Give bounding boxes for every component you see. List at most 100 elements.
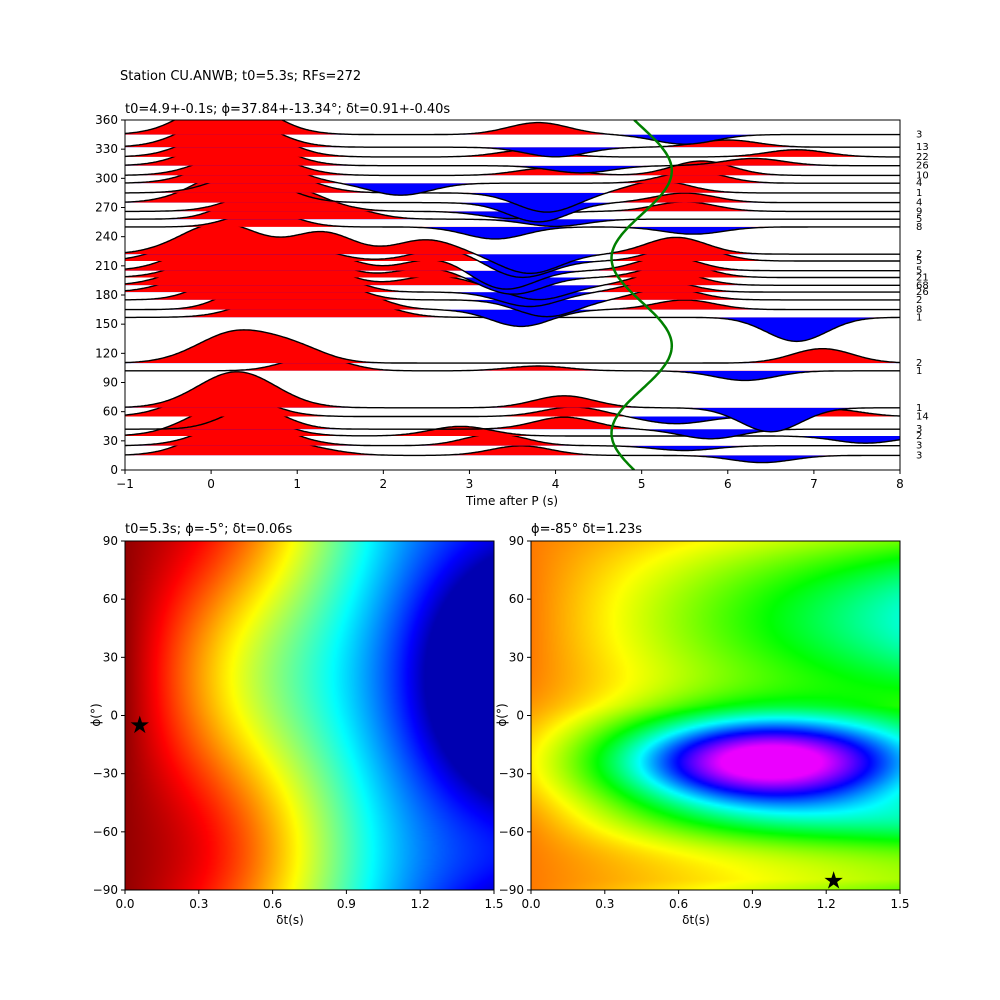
- energy-x-tick-label: 0.6: [263, 897, 282, 911]
- rf-trace-count-label: 13: [916, 142, 929, 153]
- energy-right-axes: 0.0 0.3 0.6 0.9 1.2 1.5 −90 −60 −30 0 30 60 90: [499, 534, 910, 911]
- energy-y-tick-label: 90: [509, 534, 524, 548]
- rf-trace-count-label: 9: [916, 206, 922, 217]
- rf-trace-count-label: 5: [916, 256, 922, 267]
- rf-trace-count-label: 3: [916, 130, 922, 141]
- rf-trace-count-label: 14: [916, 412, 929, 423]
- energy-y-tick-label: 30: [509, 650, 524, 664]
- energy-y-tick-label: 0: [110, 709, 118, 723]
- rf-trace-negative-fill: [125, 270, 900, 290]
- rf-y-tick-label: 150: [95, 317, 118, 331]
- rf-trace-positive-fill: [125, 149, 900, 176]
- energy-y-tick-label: 60: [103, 592, 118, 606]
- rf-y-tick-label: 120: [95, 346, 118, 360]
- energy-y-tick-label: −30: [499, 767, 524, 781]
- rf-trace-count-label: 2: [916, 358, 922, 369]
- energy-x-tick-label: 0.3: [189, 897, 208, 911]
- energy-y-tick-label: −90: [93, 883, 118, 897]
- rf-trace-count-label: 22: [916, 152, 929, 163]
- rf-trace-positive-fill: [125, 166, 900, 193]
- rf-trace-positive-fill: [125, 265, 764, 293]
- rf-trace-count-label: 4: [916, 178, 922, 189]
- rf-trace-positive-fill: [125, 329, 900, 364]
- rf-x-tick-label: 8: [896, 477, 904, 491]
- rf-trace-count-label: 3: [916, 450, 922, 461]
- rf-trace-positive-fill: [125, 239, 771, 271]
- rf-trace-count-label: 21: [916, 273, 929, 284]
- rf-trace-count-label: 26: [916, 161, 929, 172]
- energy-y-tick-label: 90: [103, 534, 118, 548]
- rf-trace-negative-fill: [125, 309, 900, 327]
- energy-heatmap-left: [125, 541, 494, 890]
- rf-trace-count-label: 1: [916, 366, 922, 377]
- energy-y-tick-label: −60: [499, 825, 524, 839]
- energy-left-x-label: δt(s): [276, 913, 304, 927]
- rf-trace-count-label: 8: [916, 305, 922, 316]
- energy-grid-left-panel: 0.0 0.3 0.6 0.9 1.2 1.5 −90 −60 −30 0 30 60 90 ★ t0=…: [89, 522, 504, 927]
- rf-y-tick-label: 210: [95, 259, 118, 273]
- rf-trace-count-label: 2: [916, 431, 922, 442]
- rf-x-tick-label: 4: [552, 477, 560, 491]
- rf-y-tick-label: 270: [95, 201, 118, 215]
- rf-trace-count-label: 1: [916, 188, 922, 199]
- rf-y-axis: 0 30 60 90 120 150 180 210 240 270 300 330 360: [95, 113, 125, 477]
- energy-right-x-label: δt(s): [682, 913, 710, 927]
- energy-x-tick-label: 0.9: [337, 897, 356, 911]
- energy-grid-right-panel: 0.0 0.3 0.6 0.9 1.2 1.5 −90 −60 −30 0 30 60 90 ★ ϕ=-…: [495, 522, 910, 927]
- rf-y-tick-label: 300: [95, 171, 118, 185]
- rf-trace-count-label: 3: [916, 424, 922, 435]
- best-fit-star-icon: ★: [129, 711, 151, 739]
- rf-y-tick-label: 330: [95, 142, 118, 156]
- rf-trace-positive-fill: [125, 222, 790, 255]
- energy-x-tick-label: 1.2: [411, 897, 430, 911]
- rf-trace-line: [125, 329, 900, 364]
- moveout-curve: [610, 120, 674, 470]
- rf-trace-count-label: 8: [916, 222, 922, 233]
- rf-x-label: Time after P (s): [465, 494, 558, 508]
- rf-trace-negative-fill: [125, 292, 900, 307]
- rf-trace-count-label: 10: [916, 170, 929, 181]
- rf-traces: [125, 120, 900, 464]
- energy-x-tick-label: 0.3: [595, 897, 614, 911]
- rf-trace-positive-fill: [125, 256, 774, 286]
- energy-y-tick-label: −30: [93, 767, 118, 781]
- energy-x-tick-label: 1.2: [817, 897, 836, 911]
- rf-trace-line: [125, 371, 900, 433]
- energy-y-tick-label: 60: [509, 592, 524, 606]
- rf-y-tick-label: 360: [95, 113, 118, 127]
- rf-x-tick-label: 6: [724, 477, 732, 491]
- rf-trace-negative-fill: [125, 407, 900, 432]
- rf-trace-negative-fill: [125, 435, 900, 444]
- rf-trace-count-label: 1: [916, 312, 922, 323]
- energy-x-tick-label: 0.0: [115, 897, 134, 911]
- rf-trace-count-label: 5: [916, 214, 922, 225]
- energy-x-tick-label: 1.5: [484, 897, 503, 911]
- energy-right-title: ϕ=-85° δt=1.23s: [531, 522, 642, 537]
- rf-trace-line: [125, 120, 900, 145]
- rf-trace-positive-fill: [125, 120, 614, 135]
- energy-x-tick-label: 1.5: [890, 897, 909, 911]
- rf-panel: −1 0 1 2 3 4 5 6 7 8 0306090120150180210240270300…: [95, 102, 929, 508]
- energy-right-y-label: ϕ(°): [495, 703, 509, 726]
- energy-left-axes: 0.0 0.3 0.6 0.9 1.2 1.5 −90 −60 −30 0 30 60 90: [93, 534, 504, 911]
- rf-y-tick-label: 0: [110, 463, 118, 477]
- rf-trace-negative-fill: [125, 219, 900, 227]
- rf-trace-negative-fill: [382, 226, 808, 239]
- best-fit-star-icon: ★: [823, 866, 845, 894]
- rf-trace-negative-fill: [438, 192, 607, 213]
- rf-x-tick-label: 2: [380, 477, 388, 491]
- energy-x-tick-label: 0.6: [669, 897, 688, 911]
- rf-trace-count-label: 26: [916, 287, 929, 298]
- energy-y-tick-label: −60: [93, 825, 118, 839]
- rf-x-tick-label: −1: [116, 477, 134, 491]
- rf-x-tick-label: 1: [293, 477, 301, 491]
- rf-trace-count-label: 3: [916, 441, 922, 452]
- energy-y-tick-label: 30: [103, 650, 118, 664]
- rf-trace-count-label: 2: [916, 249, 922, 260]
- energy-heatmap-right: [531, 541, 900, 890]
- rf-trace-negative-fill: [452, 147, 644, 157]
- rf-y-tick-label: 240: [95, 230, 118, 244]
- rf-trace-count-label: 2: [916, 295, 922, 306]
- rf-trace-count-label: 1: [916, 403, 922, 414]
